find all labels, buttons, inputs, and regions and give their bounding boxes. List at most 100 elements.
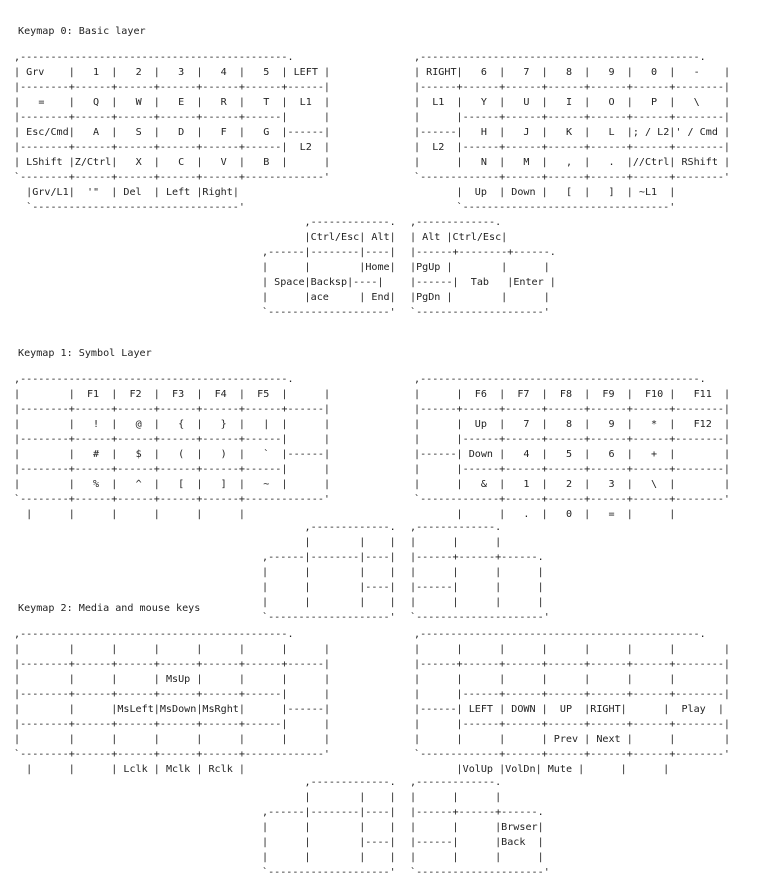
key-f2[interactable]: F2 [129, 389, 142, 401]
key-1[interactable]: 1 [93, 67, 100, 79]
thumb-key-brwser[interactable]: Brwser [501, 822, 538, 834]
key-d[interactable]: D [178, 127, 185, 139]
key-g[interactable]: G [263, 127, 270, 139]
thumb-key-pgup[interactable]: PgUp [416, 262, 441, 274]
key-9[interactable]: 9 [608, 419, 615, 431]
key-l1[interactable]: L1 [432, 97, 445, 109]
key-ampersand[interactable]: & [480, 479, 487, 491]
thumb-key-alt[interactable]: Alt [422, 232, 441, 244]
thumb-key-back[interactable]: Back [501, 837, 526, 849]
key-percent[interactable]: % [93, 479, 100, 491]
key-left[interactable]: LEFT [468, 704, 494, 716]
key-asterisk[interactable]: * [651, 419, 658, 431]
key-down[interactable]: Down [511, 187, 536, 199]
key-7[interactable]: 7 [523, 67, 530, 79]
key-f[interactable]: F [220, 127, 227, 139]
key-t[interactable]: T [263, 97, 270, 109]
key-msrght[interactable]: MsRght [202, 704, 239, 716]
key-bracket-left[interactable]: [ [565, 187, 573, 199]
key-brace-right[interactable]: } [220, 419, 227, 431]
key-a[interactable]: A [93, 127, 100, 139]
key-l1[interactable]: L1 [299, 97, 312, 109]
key-c[interactable]: C [178, 157, 185, 169]
key-dollar[interactable]: $ [135, 449, 142, 461]
key-paren-right[interactable]: ) [220, 449, 227, 461]
thumb-key-home[interactable]: Home [365, 262, 390, 274]
key-q[interactable]: Q [93, 97, 100, 109]
key-volup[interactable]: VolUp [462, 764, 494, 776]
key-caret[interactable]: ^ [135, 479, 142, 491]
key-v[interactable]: V [220, 157, 227, 169]
key-tilde[interactable]: ~ [263, 479, 270, 491]
key-f10[interactable]: F10 [644, 389, 664, 401]
key-4[interactable]: 4 [523, 449, 530, 461]
key-grv[interactable]: Grv [26, 67, 45, 79]
key-f11[interactable]: F11 [693, 389, 712, 401]
key-6[interactable]: 6 [608, 449, 615, 461]
key-lshift[interactable]: LShift [26, 157, 63, 169]
key-2[interactable]: 2 [135, 67, 142, 79]
key-bracket-right[interactable]: ] [608, 187, 615, 199]
key-0[interactable]: 0 [651, 67, 658, 79]
key-brace-left[interactable]: { [178, 419, 185, 431]
key-l2[interactable]: L2 [432, 142, 445, 154]
key-at[interactable]: @ [135, 419, 142, 431]
key-lclk[interactable]: Lclk [123, 764, 148, 776]
key-msdown[interactable]: MsDown [159, 704, 197, 716]
key-comma[interactable]: , [565, 157, 573, 169]
key-9[interactable]: 9 [608, 67, 615, 79]
key-up[interactable]: UP [559, 704, 573, 716]
key-tilde-l1[interactable]: ~L1 [638, 187, 658, 199]
key-msleft[interactable]: MsLeft [117, 704, 154, 716]
key-2[interactable]: 2 [565, 479, 573, 491]
key-o[interactable]: O [608, 97, 615, 109]
key-equals[interactable]: = [608, 509, 615, 521]
key-down[interactable]: Down [468, 449, 494, 461]
key-hash[interactable]: # [93, 449, 100, 461]
key-0[interactable]: 0 [565, 509, 573, 521]
key-slash-ctrl[interactable]: //Ctrl [632, 157, 670, 169]
key-7[interactable]: 7 [523, 419, 530, 431]
key-z-ctrl[interactable]: Z/Ctrl [74, 157, 112, 169]
key-4[interactable]: 4 [220, 67, 227, 79]
key-bracket-left[interactable]: [ [178, 479, 185, 491]
key-f9[interactable]: F9 [602, 389, 615, 401]
thumb-key-ctrl-esc[interactable]: Ctrl/Esc [452, 232, 502, 244]
thumb-key-backspace-a[interactable]: Backsp [310, 277, 348, 289]
key-p[interactable]: P [651, 97, 658, 109]
key-period[interactable]: . [608, 157, 615, 169]
key-i[interactable]: I [565, 97, 573, 109]
thumb-key-end[interactable]: End [371, 292, 390, 304]
key-s[interactable]: S [135, 127, 142, 139]
key-f4[interactable]: F4 [214, 389, 227, 401]
key-l2[interactable]: L2 [299, 142, 312, 154]
key-m[interactable]: M [523, 157, 530, 169]
key-j[interactable]: J [523, 127, 530, 139]
thumb-key-pgdn[interactable]: PgDn [416, 292, 441, 304]
thumb-key-space[interactable]: Space [274, 277, 305, 289]
key-f7[interactable]: F7 [517, 389, 530, 401]
key-r[interactable]: R [220, 97, 227, 109]
key-minus[interactable]: - [693, 67, 700, 79]
key-b[interactable]: B [263, 157, 270, 169]
key-prev[interactable]: Prev [553, 734, 579, 746]
key-backtick[interactable]: ` [263, 449, 270, 461]
thumb-key-alt[interactable]: Alt [371, 232, 390, 244]
key-f3[interactable]: F3 [172, 389, 185, 401]
key-5[interactable]: 5 [263, 67, 270, 79]
key-grv-l1[interactable]: Grv/L1 [32, 187, 69, 199]
key-exclam[interactable]: ! [93, 419, 100, 431]
key-u[interactable]: U [523, 97, 530, 109]
key-up[interactable]: Up [474, 187, 487, 199]
key-3[interactable]: 3 [178, 67, 185, 79]
key-bracket-right[interactable]: ] [220, 479, 227, 491]
key-f6[interactable]: F6 [474, 389, 487, 401]
key-f1[interactable]: F1 [86, 389, 100, 401]
key-quote[interactable]: '" [86, 187, 100, 199]
key-msup[interactable]: MsUp [165, 674, 191, 686]
key-f12[interactable]: F12 [693, 419, 712, 431]
key-del[interactable]: Del [123, 187, 142, 199]
key-y[interactable]: Y [480, 97, 487, 109]
key-k[interactable]: K [565, 127, 573, 139]
thumb-key-enter[interactable]: Enter [513, 277, 544, 289]
